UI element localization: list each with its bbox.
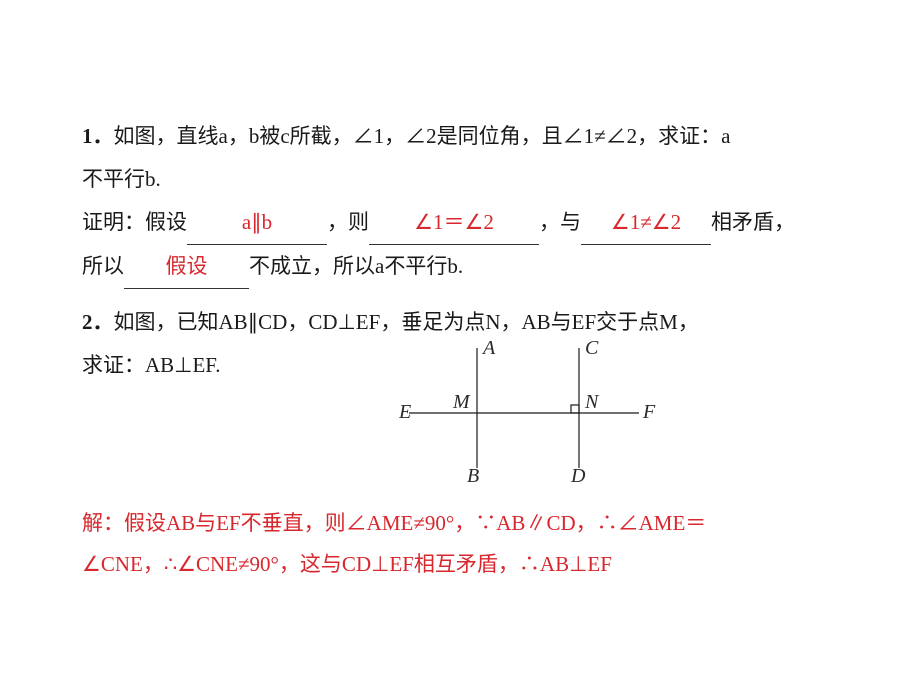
- label-F: F: [642, 401, 656, 423]
- q2-line2-row: 求证：AB⊥EF. A B C D E F M N: [82, 344, 838, 483]
- label-N: N: [584, 391, 600, 413]
- label-C: C: [585, 338, 599, 359]
- q1-proof-prefix: 证明：假设: [82, 210, 187, 234]
- q1-line3-prefix: 所以: [82, 254, 124, 278]
- q1-line1: 1．如图，直线a，b被c所截，∠1，∠2是同位角，且∠1≠∠2，求证：a: [82, 115, 838, 158]
- geometry-diagram: A B C D E F M N: [399, 338, 659, 483]
- label-D: D: [570, 465, 586, 483]
- q1-after-b1: ，则: [327, 210, 369, 234]
- q1-proof-line2: 所以 假设 不成立，所以a不平行b.: [82, 245, 838, 289]
- q2-text-2: 求证：AB⊥EF.: [82, 344, 221, 387]
- label-E: E: [399, 401, 411, 423]
- diagram-lines: [409, 348, 639, 468]
- diagram-labels: A B C D E F M N: [399, 338, 656, 483]
- label-M: M: [452, 391, 471, 413]
- q1-after-b3: 相矛盾，: [711, 210, 795, 234]
- solution: 解：假设AB与EF不垂直，则∠AME≠90°，∵AB∥CD，∴∠AME＝ ∠CN…: [82, 503, 838, 585]
- blank-4: 假设: [124, 245, 249, 289]
- answer-4: 假设: [166, 254, 208, 278]
- label-A: A: [481, 338, 496, 359]
- blank-1: a∥b: [187, 201, 327, 245]
- q1-text-1a: 如图，直线a，b被c所截，∠1，∠2是同位角，且∠1≠∠2，求证：a: [114, 124, 731, 148]
- answer-3: ∠1≠∠2: [611, 210, 681, 234]
- q1-after-b2: ，与: [539, 210, 581, 234]
- q1-proof-line1: 证明：假设 a∥b ，则 ∠1＝∠2 ，与 ∠1≠∠2 相矛盾，: [82, 201, 838, 245]
- perpendicular-mark: [571, 405, 579, 413]
- q2-text-1: 如图，已知AB∥CD，CD⊥EF，垂足为点N，AB与EF交于点M，: [114, 310, 699, 334]
- blank-3: ∠1≠∠2: [581, 201, 711, 245]
- page: 1．如图，直线a，b被c所截，∠1，∠2是同位角，且∠1≠∠2，求证：a 不平行…: [0, 0, 920, 585]
- diagram-wrap: A B C D E F M N: [221, 344, 838, 483]
- q2-number: 2．: [82, 310, 114, 334]
- blank-2: ∠1＝∠2: [369, 201, 539, 245]
- solution-line1: 解：假设AB与EF不垂直，则∠AME≠90°，∵AB∥CD，∴∠AME＝: [82, 503, 838, 544]
- q1-number: 1．: [82, 124, 114, 148]
- solution-line2: ∠CNE，∴∠CNE≠90°，这与CD⊥EF相互矛盾，∴AB⊥EF: [82, 544, 838, 585]
- q1-text-1b: 不平行b.: [82, 167, 161, 191]
- answer-1: a∥b: [242, 210, 272, 234]
- q1-after-b4: 不成立，所以a不平行b.: [249, 254, 463, 278]
- label-B: B: [467, 465, 479, 483]
- q1-line1b: 不平行b.: [82, 158, 838, 201]
- answer-2: ∠1＝∠2: [414, 210, 494, 234]
